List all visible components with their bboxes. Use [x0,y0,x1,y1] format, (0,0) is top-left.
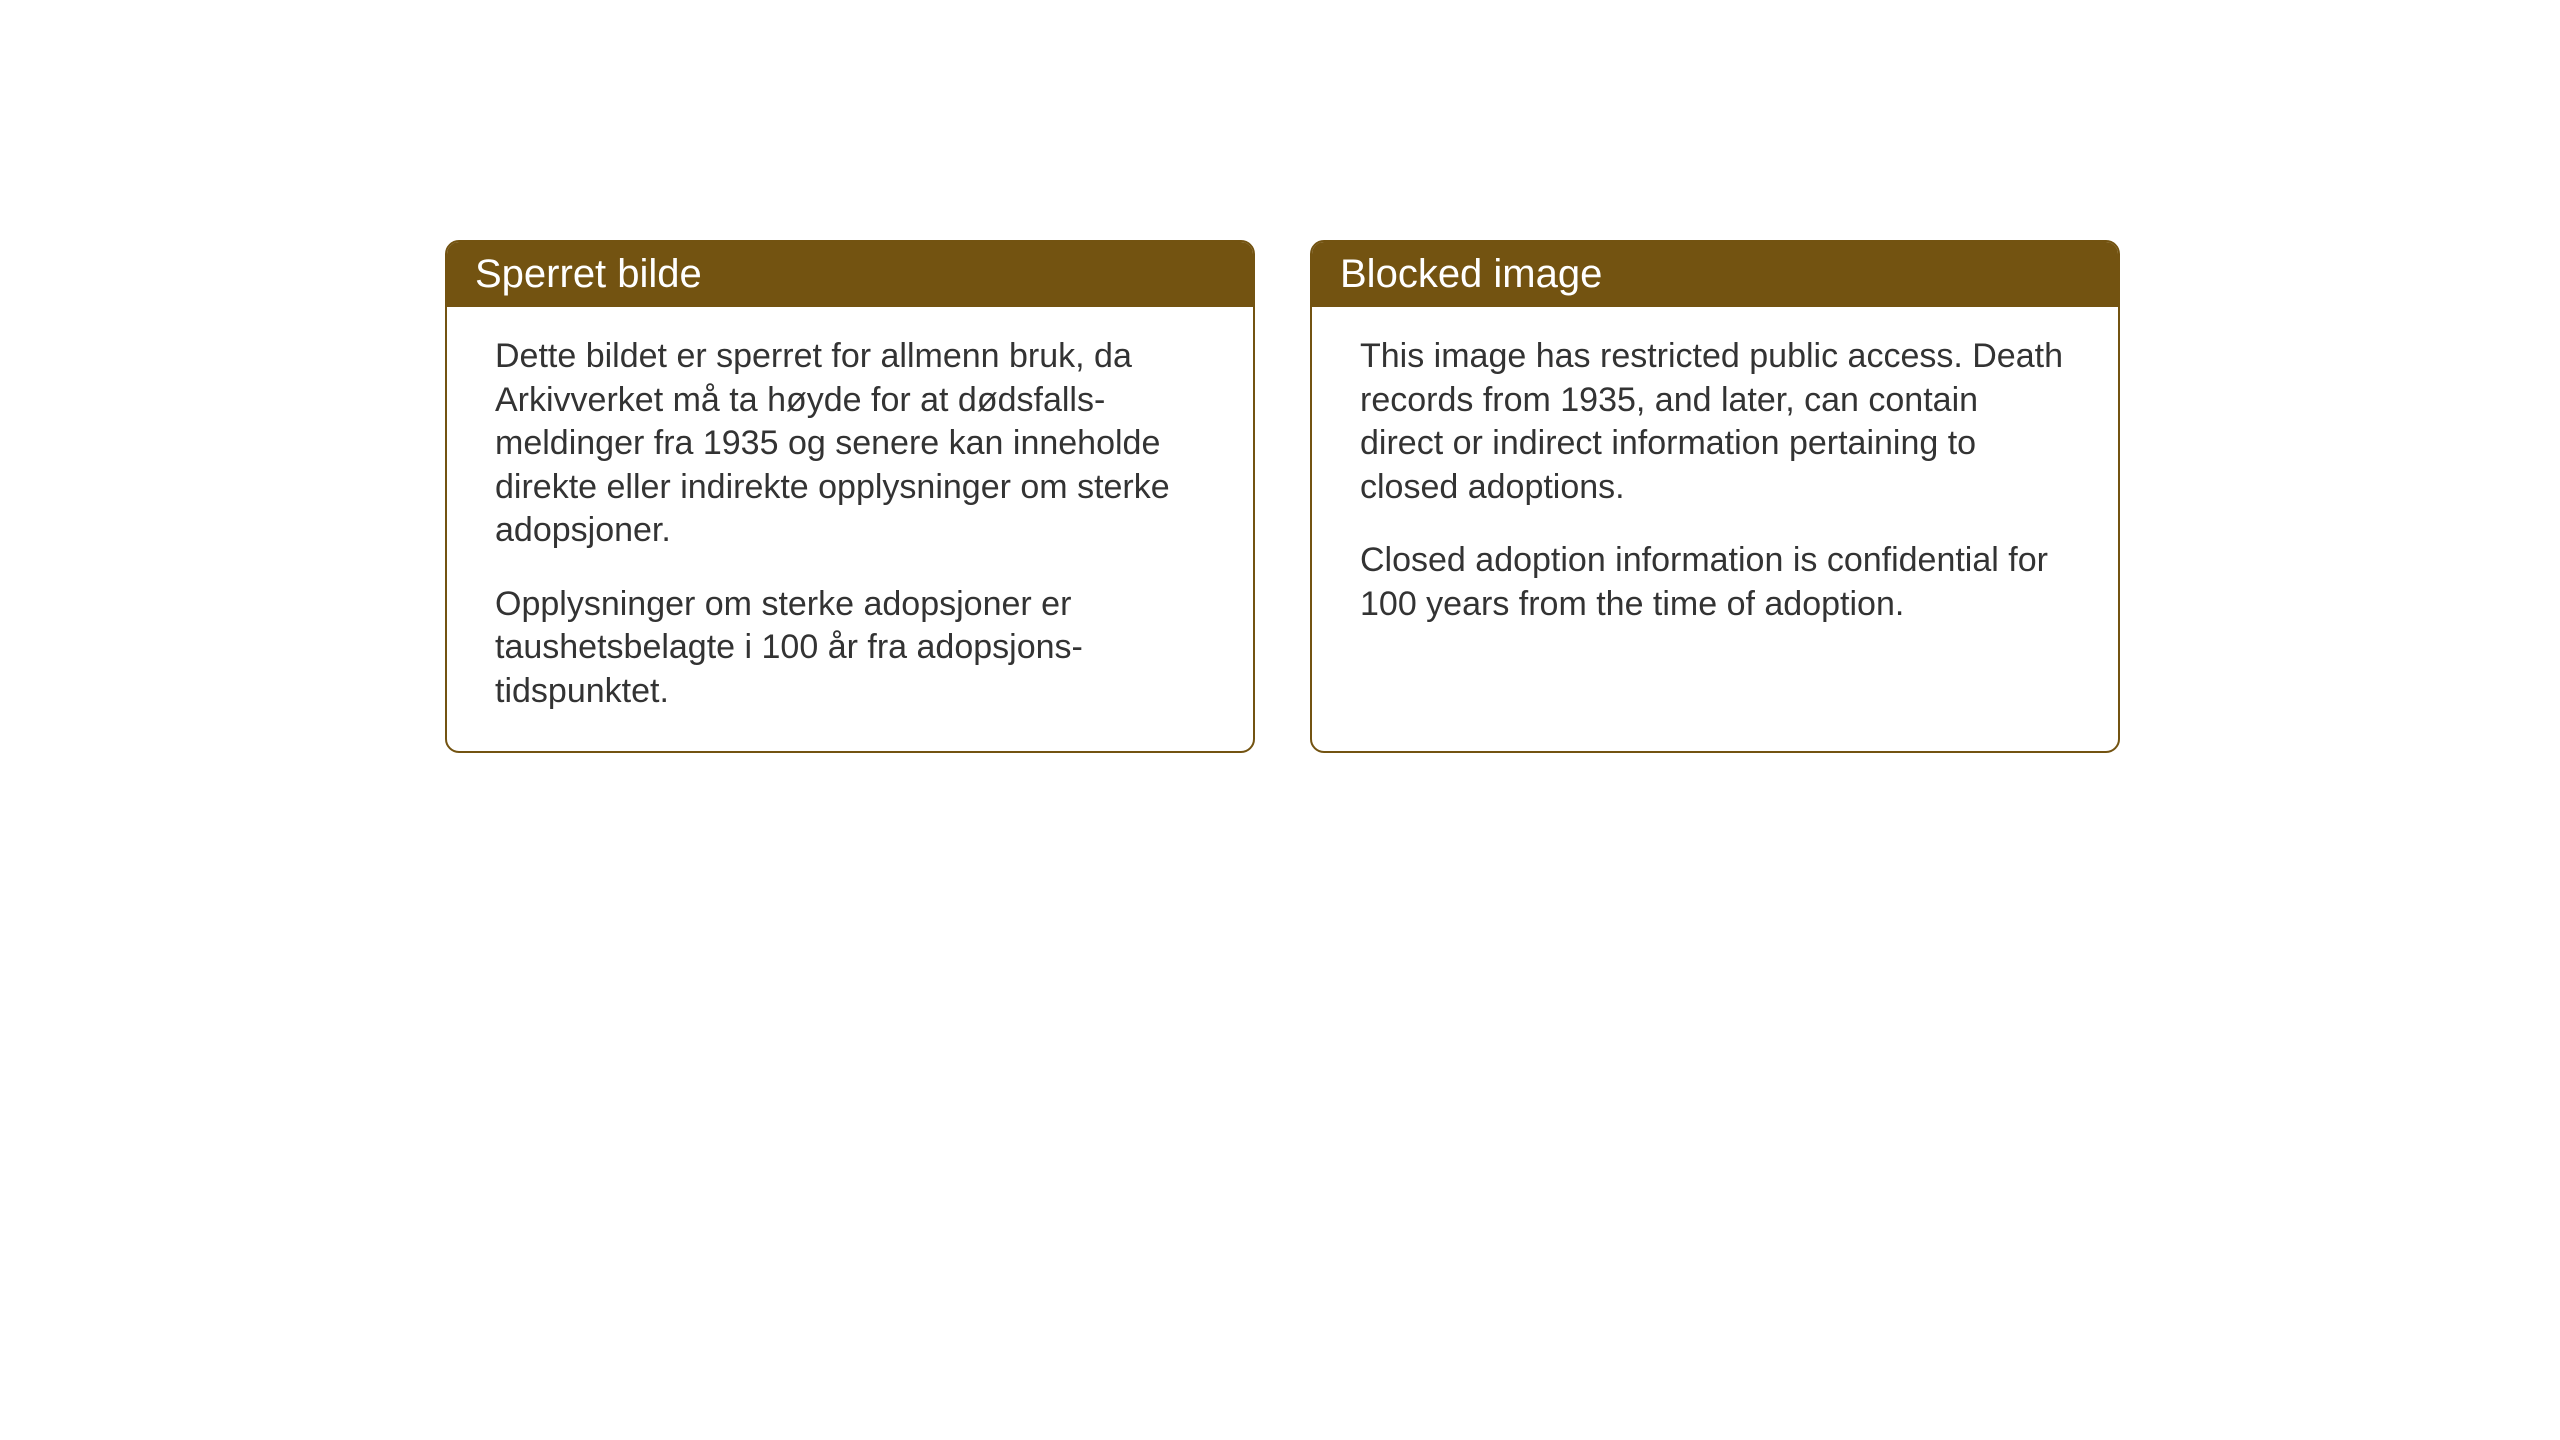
notice-card-norwegian: Sperret bilde Dette bildet er sperret fo… [445,240,1255,753]
notice-container: Sperret bilde Dette bildet er sperret fo… [445,240,2120,753]
notice-card-english: Blocked image This image has restricted … [1310,240,2120,753]
card-paragraph-1-english: This image has restricted public access.… [1360,335,2070,509]
card-body-english: This image has restricted public access.… [1312,307,2118,664]
card-paragraph-2-english: Closed adoption information is confident… [1360,539,2070,626]
card-header-english: Blocked image [1312,242,2118,307]
card-header-norwegian: Sperret bilde [447,242,1253,307]
card-paragraph-1-norwegian: Dette bildet er sperret for allmenn bruk… [495,335,1205,553]
card-body-norwegian: Dette bildet er sperret for allmenn bruk… [447,307,1253,751]
card-title-norwegian: Sperret bilde [475,252,702,296]
card-title-english: Blocked image [1340,252,1602,296]
card-paragraph-2-norwegian: Opplysninger om sterke adopsjoner er tau… [495,583,1205,714]
